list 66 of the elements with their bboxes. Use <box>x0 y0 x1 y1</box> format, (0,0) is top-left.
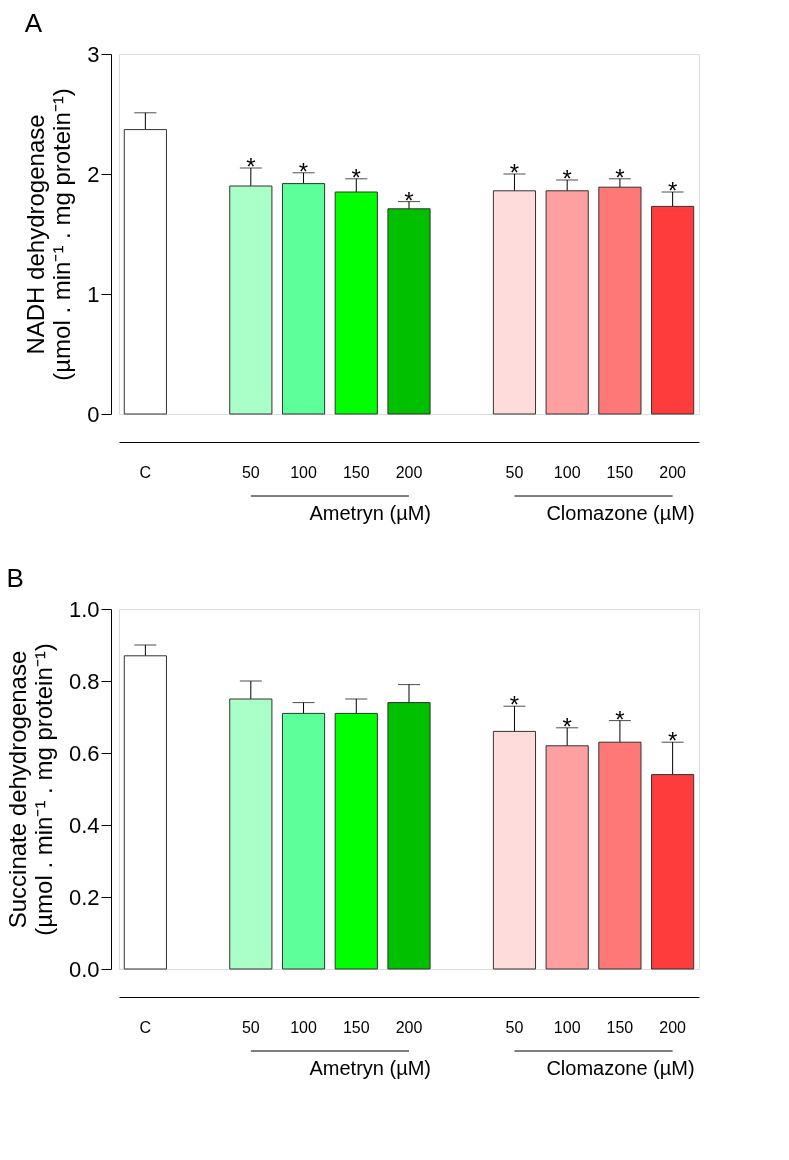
data-label: * <box>246 153 256 180</box>
text: Clomazone (µM) <box>546 502 695 524</box>
x-tick-label: 150 <box>606 1018 634 1036</box>
data-label: * <box>667 727 678 755</box>
bar <box>387 702 431 970</box>
bar <box>598 741 642 970</box>
chart-title: A <box>24 8 43 38</box>
bar <box>281 712 326 970</box>
x-tick-label: 200 <box>659 1018 687 1036</box>
bar <box>123 655 167 970</box>
bar <box>492 730 537 970</box>
bar <box>229 698 273 970</box>
y-axis-title: Succinate dehydrogenase (µmol . min⁻¹ . mg protein⁻¹) <box>3 643 57 936</box>
x-tick-label: 150 <box>342 1018 370 1036</box>
x-tick-label: C <box>139 1018 152 1036</box>
data-label: * <box>562 165 572 192</box>
y-tick-label: 2 <box>87 161 100 187</box>
bar <box>334 712 378 970</box>
y-tick-label: 3 <box>87 41 100 67</box>
y-tick-label: 0 <box>87 401 100 427</box>
bar <box>651 205 695 415</box>
bar <box>545 745 589 970</box>
y-tick-label: 0.2 <box>68 884 100 910</box>
bar <box>492 190 537 415</box>
x-tick-label: 50 <box>241 463 260 481</box>
data-label: * <box>509 159 520 186</box>
y-axis-title: NADH dehydrogenase (µmol . min⁻¹ . mg protein⁻¹) <box>22 88 76 381</box>
bar <box>598 186 642 415</box>
bar <box>651 774 695 970</box>
data-label: * <box>615 163 625 191</box>
x-tick-label: 50 <box>505 1018 524 1036</box>
bar <box>229 185 273 415</box>
x-tick-label: 100 <box>290 1018 317 1036</box>
x-tick-label: 200 <box>395 463 423 481</box>
data-label: * <box>615 705 625 733</box>
y-tick-label: 0.6 <box>68 740 100 766</box>
x-tick-label: 100 <box>553 1018 581 1036</box>
text: Clomazone (µM) <box>546 1057 695 1079</box>
x-tick-label: C <box>139 463 152 481</box>
data-label: * <box>667 177 678 204</box>
data-label: * <box>404 186 414 214</box>
x-tick-label: 150 <box>606 463 634 481</box>
data-label: * <box>351 163 361 191</box>
data-label: * <box>298 157 309 185</box>
y-tick-label: 0.0 <box>68 956 100 982</box>
text: Ametryn (µM) <box>309 502 431 524</box>
x-tick-label: 100 <box>553 463 581 481</box>
bar <box>387 208 431 415</box>
y-tick-label: 1.0 <box>68 596 100 622</box>
x-tick-label: 50 <box>505 463 524 481</box>
bar <box>281 183 326 415</box>
x-tick-label: 50 <box>241 1018 260 1036</box>
bar <box>545 190 589 415</box>
y-tick-label: 0.4 <box>68 812 100 838</box>
chart-title: B <box>6 563 24 593</box>
x-tick-label: 200 <box>659 463 687 481</box>
data-label: * <box>509 691 520 719</box>
bar <box>334 191 378 415</box>
x-tick-label: 150 <box>342 463 370 481</box>
text: Ametryn (µM) <box>309 1057 431 1079</box>
y-tick-label: 0.8 <box>68 668 100 694</box>
x-tick-label: 100 <box>290 463 317 481</box>
data-label: * <box>562 712 572 740</box>
y-tick-label: 1 <box>87 281 100 307</box>
bar <box>123 129 167 415</box>
x-tick-label: 200 <box>395 1018 423 1036</box>
